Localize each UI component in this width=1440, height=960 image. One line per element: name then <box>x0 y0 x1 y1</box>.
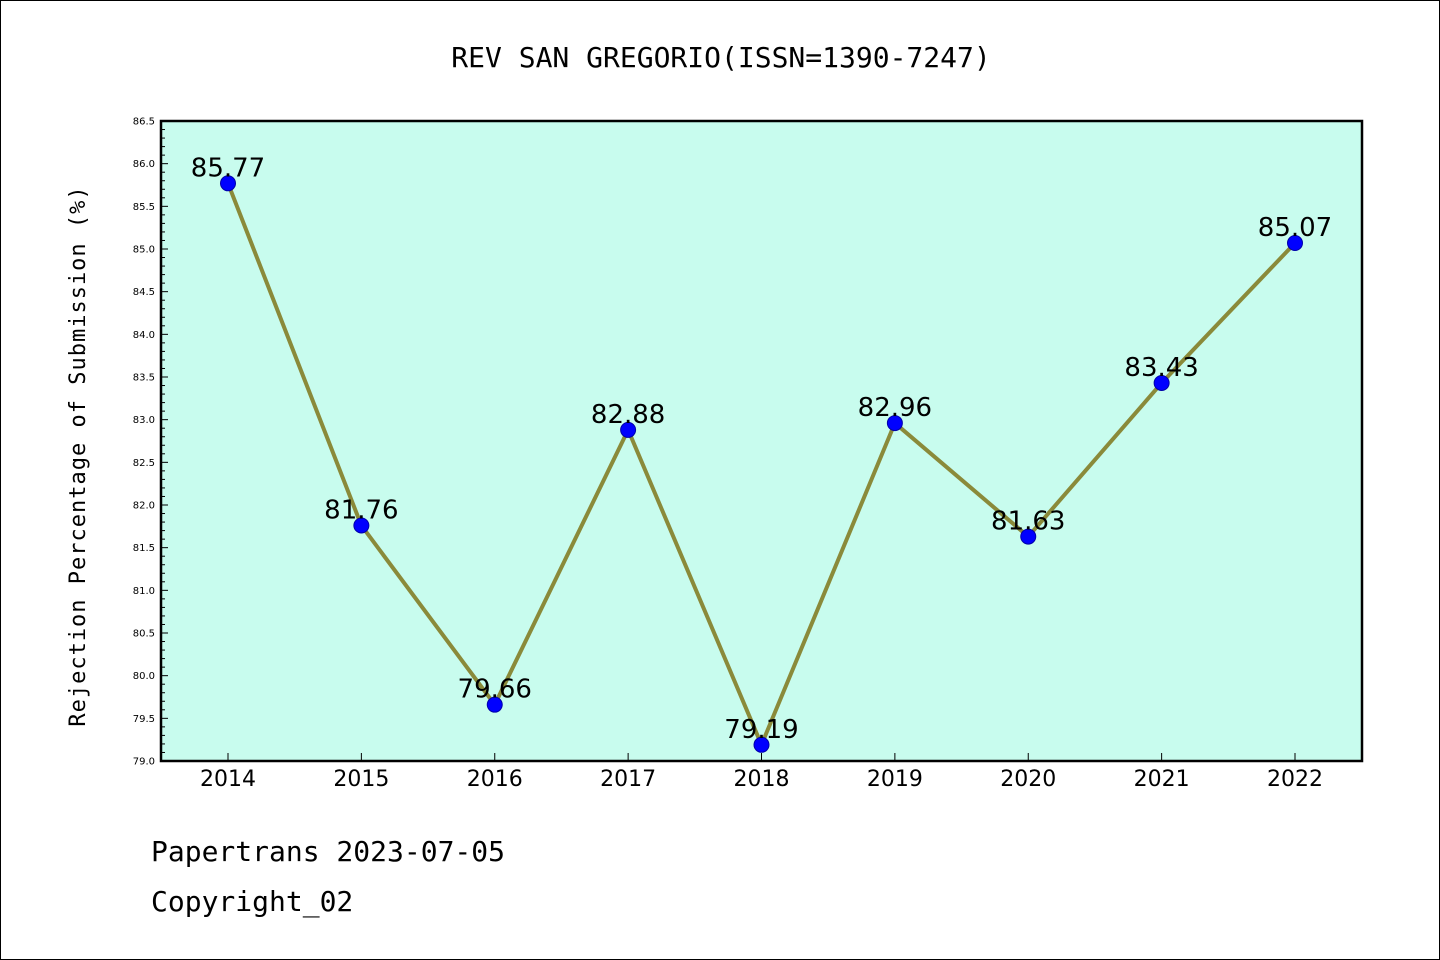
data-label: 81.76 <box>324 495 398 525</box>
y-tick-label: 85.0 <box>133 245 155 256</box>
x-tick-label: 2021 <box>1134 767 1190 792</box>
y-tick-label: 80.0 <box>133 671 155 682</box>
data-label: 85.77 <box>191 153 265 183</box>
x-tick-label: 2017 <box>600 767 656 792</box>
y-tick-label: 79.0 <box>133 757 155 768</box>
y-tick-label: 85.5 <box>133 202 155 213</box>
x-tick-label: 2020 <box>1000 767 1056 792</box>
x-tick-label: 2022 <box>1267 767 1323 792</box>
y-tick-label: 84.0 <box>133 330 155 341</box>
y-tick-label: 79.5 <box>133 714 155 725</box>
y-tick-label: 82.0 <box>133 501 155 512</box>
data-point <box>1153 374 1170 391</box>
data-point <box>220 175 236 192</box>
y-tick-label: 81.0 <box>133 586 155 597</box>
data-point <box>1020 528 1037 545</box>
chart-title: REV SAN GREGORIO(ISSN=1390-7247) <box>451 41 990 74</box>
y-tick-label: 86.5 <box>133 117 155 128</box>
data-label: 81.63 <box>991 507 1065 537</box>
y-tick-label: 82.5 <box>133 458 155 469</box>
y-tick-label: 84.5 <box>133 287 155 298</box>
y-tick-label: 80.5 <box>133 629 155 640</box>
series <box>220 175 1303 753</box>
y-tick-label: 86.0 <box>133 159 155 170</box>
plot-area <box>159 119 1364 763</box>
x-tick-label: 2014 <box>200 767 256 792</box>
data-point <box>486 696 503 713</box>
footer-copyright: Copyright_02 <box>151 885 354 918</box>
footer-date: Papertrans 2023-07-05 <box>151 835 506 868</box>
data-labels: 85.77 81.76 79.66 82.88 79.19 82.96 81.63 83.43… <box>191 153 1332 744</box>
y-axis-label: Rejection Percentage of Submission (%) <box>66 185 91 726</box>
y-tick-label: 83.5 <box>133 373 155 384</box>
data-point <box>353 517 370 534</box>
data-label: 85.07 <box>1258 213 1332 243</box>
x-tick-label: 2019 <box>867 767 923 792</box>
data-point <box>886 415 903 432</box>
data-label: 82.88 <box>591 400 665 430</box>
data-label: 83.43 <box>1124 353 1198 383</box>
x-axis: 2014 2015 2016 2017 2018 2019 2020 2021 2022 <box>200 753 1323 792</box>
y-tick-label: 83.0 <box>133 415 155 426</box>
x-tick-label: 2018 <box>734 767 790 792</box>
data-point <box>620 421 637 438</box>
x-tick-label: 2016 <box>467 767 523 792</box>
data-label: 79.66 <box>458 675 532 705</box>
data-point <box>1287 235 1303 252</box>
data-point <box>753 736 770 753</box>
y-axis: 79.0 79.5 80.0 80.5 81.0 81.5 82.0 82.5 83.0 83.5… <box>133 117 168 768</box>
x-tick-label: 2015 <box>333 767 389 792</box>
data-label: 79.19 <box>724 715 798 745</box>
y-tick-label: 81.5 <box>133 543 155 554</box>
data-label: 82.96 <box>858 393 932 423</box>
